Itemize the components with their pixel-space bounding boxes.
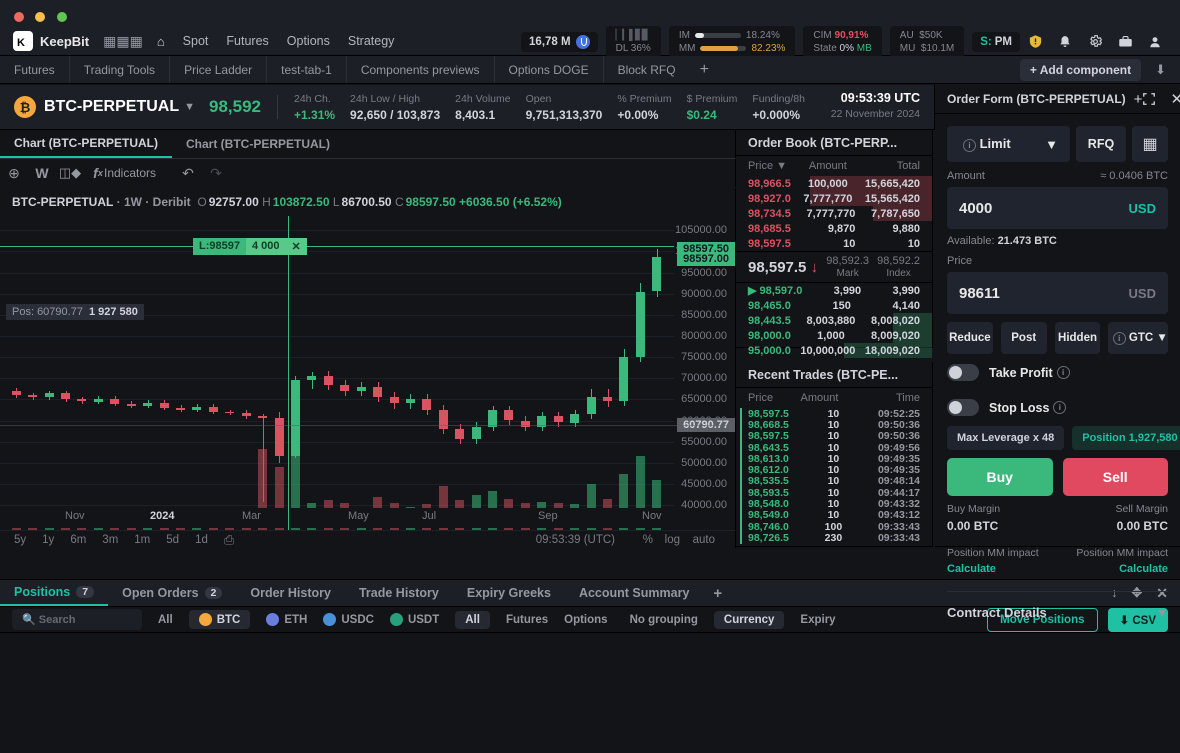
svg-text:K: K (17, 37, 25, 48)
